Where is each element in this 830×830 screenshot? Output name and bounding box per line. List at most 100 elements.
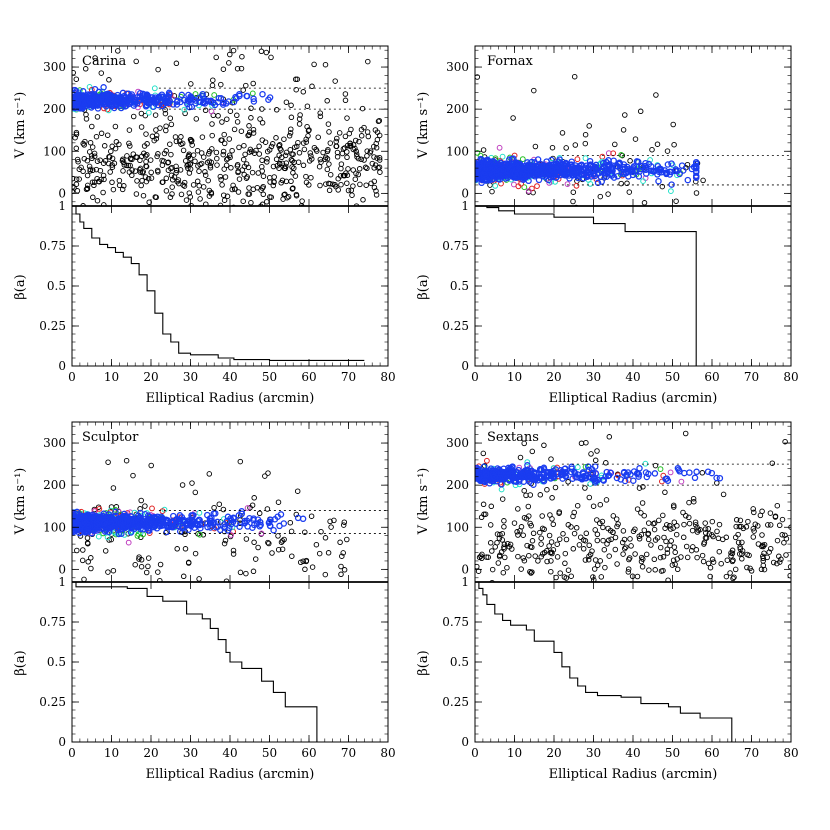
sextans-field-star [645, 531, 651, 538]
sextans-scatter-points [475, 430, 791, 604]
carina-field-star [259, 201, 266, 206]
carina-field-star [303, 173, 309, 180]
carina-field-star [250, 80, 256, 87]
fornax-member-star [635, 173, 643, 180]
sextans-field-star [571, 530, 578, 537]
sculptor-member-star [238, 510, 246, 518]
carina-field-star [374, 129, 381, 135]
carina-field-star [133, 191, 140, 197]
carina-field-star [210, 77, 216, 83]
carina-field-star [193, 116, 200, 122]
sextans-field-star [736, 523, 743, 530]
sextans-field-star [500, 569, 507, 576]
sextans-field-star [764, 554, 770, 561]
carina-field-star [218, 176, 224, 183]
fornax-member-star [521, 162, 529, 170]
sextans-field-star [716, 521, 723, 528]
sextans-field-star [774, 502, 781, 509]
sextans-field-star [527, 520, 533, 527]
sextans-field-star [672, 549, 678, 556]
carina-field-star [299, 198, 305, 204]
fornax-member-star [504, 167, 512, 175]
carina-field-star [260, 191, 267, 198]
sextans-field-star [501, 518, 507, 524]
sculptor-member-star [144, 522, 151, 530]
carina-field-star [246, 123, 252, 129]
sculptor-field-star [84, 535, 91, 541]
fornax-member-star [594, 179, 602, 187]
carina-field-star [353, 148, 359, 155]
carina-field-star [342, 133, 349, 140]
carina-field-star [295, 159, 302, 165]
carina-member-star [75, 104, 82, 112]
sextans-field-star [645, 536, 652, 543]
sextans-member-star [630, 477, 637, 484]
fornax-field-star [659, 183, 666, 190]
carina-field-star [202, 169, 208, 175]
sextans-field-star [604, 541, 610, 547]
carina-x-tick-label: 70 [341, 370, 356, 384]
sextans-field-star [610, 513, 617, 519]
sextans-field-star [535, 558, 541, 564]
carina-field-star [258, 203, 264, 206]
fornax-field-star [671, 141, 677, 148]
carina-field-star [359, 105, 366, 112]
carina-field-star [358, 156, 365, 163]
sculptor-beta-curve [72, 581, 318, 742]
sextans-field-star [565, 479, 571, 485]
sextans-field-star [640, 484, 646, 490]
sextans-field-star [495, 560, 502, 566]
carina-field-star [361, 157, 367, 163]
sextans-halo-star [574, 464, 581, 471]
carina-field-star [308, 153, 314, 159]
carina-field-star [243, 161, 250, 167]
fornax-field-star [624, 180, 630, 187]
carina-field-star [289, 158, 295, 164]
sculptor-x-tick-label: 30 [183, 746, 198, 760]
carina-field-star [100, 189, 106, 196]
carina-field-star [105, 160, 112, 167]
sextans-field-star [565, 567, 572, 573]
fornax-field-star [693, 190, 700, 196]
carina-field-star [374, 136, 381, 143]
carina-field-star [178, 134, 184, 140]
sextans-field-star [744, 551, 750, 558]
carina-field-star [358, 133, 365, 139]
sextans-halo-star [484, 457, 490, 464]
fornax-halo-star [519, 156, 526, 163]
sextans-field-star [499, 496, 506, 502]
carina-field-star [126, 127, 133, 133]
sextans-field-star [523, 492, 529, 499]
sextans-field-star [563, 536, 570, 543]
sextans-field-star [596, 599, 601, 604]
sextans-field-star [487, 522, 494, 528]
carina-field-star [91, 150, 98, 157]
carina-field-star [217, 173, 224, 180]
sextans-field-star [494, 539, 500, 546]
carina-field-star [121, 183, 127, 189]
sextans-field-star [583, 530, 590, 537]
sextans-field-star [628, 543, 634, 549]
sextans-field-star [530, 530, 537, 537]
carina-field-star [334, 224, 339, 229]
sculptor-halo-star [149, 505, 155, 512]
sextans-field-star [592, 457, 599, 464]
carina-field-star [200, 154, 207, 160]
sextans-halo-star [498, 486, 505, 493]
sextans-field-star [532, 553, 538, 559]
carina-field-star [241, 142, 247, 149]
fornax-halo-star [496, 144, 503, 151]
carina-field-star [120, 159, 127, 166]
sculptor-field-star [262, 473, 268, 479]
carina-field-star [162, 110, 169, 117]
carina-field-star [306, 127, 312, 133]
sextans-member-star [686, 469, 693, 476]
carina-field-star [356, 138, 362, 145]
sextans-field-star [668, 538, 674, 544]
sextans-field-star [591, 566, 598, 572]
carina-field-star [207, 162, 214, 169]
sextans-field-star [606, 553, 612, 559]
carina-halo-star [192, 91, 199, 97]
fornax-member-star [527, 163, 535, 170]
carina-field-star [234, 119, 241, 125]
